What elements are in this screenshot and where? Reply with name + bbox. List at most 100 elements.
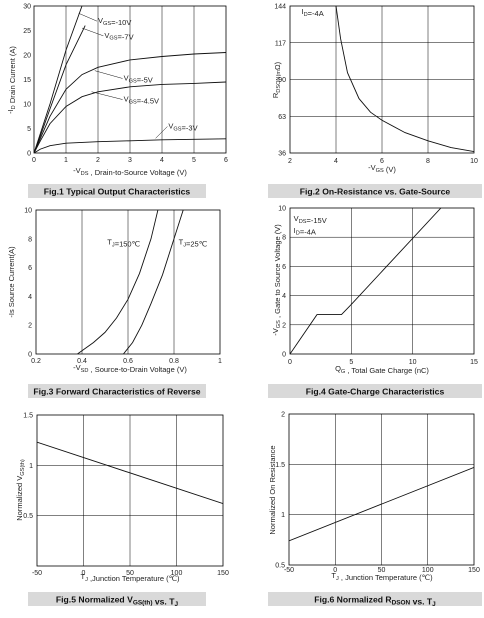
y-tick-label: 0.5: [275, 563, 285, 570]
x-tick-label: 100: [422, 567, 434, 574]
y-tick-label: 10: [24, 208, 32, 215]
x-tick-label: 100: [171, 570, 183, 577]
x-tick-label: 50: [126, 570, 134, 577]
annotation-label: TJ=25℃: [179, 238, 208, 249]
x-tick-label: 0: [32, 157, 36, 164]
x-axis-label: TJ ,Junction Temperature (℃): [80, 572, 180, 583]
x-tick-label: -50: [284, 567, 294, 574]
x-tick-label: 10: [470, 158, 478, 165]
x-tick-label: 0: [333, 567, 337, 574]
annotation-leader: [81, 27, 104, 37]
caption-bar: [28, 184, 206, 198]
y-tick-label: 2: [281, 412, 285, 419]
annotation-label: VGS=-3V: [168, 122, 197, 133]
annotation-label: TJ=150℃: [107, 238, 140, 249]
y-tick-label: 30: [23, 4, 31, 11]
figure-caption: Fig.4 Gate-Charge Characteristics: [306, 387, 445, 397]
y-axis-label: -ID Drain Current (A): [6, 46, 17, 114]
x-tick-label: 1: [218, 358, 222, 365]
y-tick-label: 15: [23, 77, 31, 84]
series-t-j-150: [77, 210, 159, 354]
y-tick-label: 63: [278, 114, 286, 121]
y-axis-label: Normalized On Resistance: [268, 445, 277, 534]
y-tick-label: 0: [27, 151, 31, 158]
x-tick-label: 150: [217, 570, 229, 577]
caption-bar: [268, 384, 482, 398]
fig2-chart: 2 4 6 8 10 36 63 90 117 144 -VGS (V) RDSON(mΩ) ID=-4…: [268, 4, 482, 198]
x-axis-label: QG , Total Gate Charge (nC): [335, 364, 429, 375]
annotation-label: VGS=-5V: [124, 73, 153, 84]
figure-caption: Fig.2 On-Resistance vs. Gate-Source: [300, 187, 451, 197]
fig6-chart: -50 0 50 100 150 0.5 1 1.5 2 TJ , Junction Temper…: [268, 412, 482, 609]
annotation-label: ID=-4A: [302, 7, 324, 18]
x-tick-label: 0.2: [31, 358, 41, 365]
x-tick-label: 1: [64, 157, 68, 164]
y-tick-label: 90: [278, 77, 286, 84]
series-v-gs-3v: [34, 138, 226, 153]
x-axis-label: -VDS , Drain-to-Source Voltage (V): [73, 166, 187, 177]
y-tick-label: 8: [28, 236, 32, 243]
caption-bar: [28, 592, 206, 606]
annotation-leader: [91, 91, 123, 100]
figure-caption: Fig.3 Forward Characteristics of Reverse: [33, 387, 200, 397]
plot-frame: [289, 207, 475, 355]
fig1-chart: 0 1 2 3 4 5 6 0 5 10 15 20 25 30 -VDS , Drain-to-Sourc…: [6, 4, 228, 198]
x-tick-label: 4: [160, 157, 164, 164]
caption-bar: [268, 592, 482, 606]
annotation-leader: [78, 13, 98, 22]
y-axis-label: RDSON(mΩ): [271, 61, 282, 98]
y-tick-label: 20: [23, 53, 31, 60]
plot-frame: [288, 413, 475, 566]
fig5-chart: -50 0 50 100 150 0.5 1 1.5 TJ ,Junction Temperat…: [15, 413, 229, 609]
x-tick-label: -50: [32, 570, 42, 577]
x-tick-label: 0: [288, 359, 292, 366]
caption-bar: [268, 184, 482, 198]
y-tick-label: 6: [28, 265, 32, 272]
y-tick-label: 4: [282, 293, 286, 300]
plot-frame: [35, 209, 221, 355]
annotation-label: VGS=-7V: [104, 31, 133, 42]
annotation-label: VDS=-15V: [294, 214, 327, 225]
y-tick-label: 1.5: [23, 413, 33, 420]
series-line: [289, 466, 474, 542]
y-tick-label: 2: [28, 323, 32, 330]
x-tick-label: 15: [470, 359, 478, 366]
y-tick-label: 4: [28, 294, 32, 301]
x-axis-label: TJ , Junction Temperature (℃): [331, 571, 433, 582]
x-axis-label: -VGS (V): [368, 163, 396, 174]
y-axis-label: -VGS , Gate to Source Voltage (V): [271, 224, 282, 336]
x-tick-label: 150: [468, 567, 480, 574]
x-tick-label: 0: [82, 570, 86, 577]
y-tick-label: 2: [282, 322, 286, 329]
x-tick-label: 2: [288, 158, 292, 165]
x-tick-label: 0.6: [123, 358, 133, 365]
figure-caption: Fig.1 Typical Output Characteristics: [44, 187, 191, 197]
series-line: [37, 441, 223, 505]
y-tick-label: 0: [282, 352, 286, 359]
y-tick-label: 1.5: [275, 462, 285, 469]
y-tick-label: 6: [282, 264, 286, 271]
annotation-leader: [94, 70, 123, 79]
x-tick-label: 0.4: [77, 358, 87, 365]
caption-bar: [28, 384, 206, 398]
annotation-label: VGS=-10V: [98, 16, 131, 27]
y-tick-label: 5: [27, 126, 31, 133]
y-tick-label: 25: [23, 28, 31, 35]
x-tick-label: 50: [378, 567, 386, 574]
series-line: [335, 6, 474, 153]
plot-frame: [289, 5, 475, 154]
series-v-gs-5v: [34, 52, 226, 153]
x-tick-label: 5: [192, 157, 196, 164]
x-tick-label: 6: [224, 157, 228, 164]
figure-caption: Fig.6 Normalized RDSON vs. TJ: [314, 595, 436, 609]
y-tick-label: 1: [281, 512, 285, 519]
y-tick-label: 36: [278, 151, 286, 158]
y-tick-label: 117: [275, 40, 286, 47]
y-tick-label: 10: [23, 102, 31, 109]
annotation-leader: [155, 126, 168, 139]
plot-frame: [36, 414, 224, 567]
x-tick-label: 5: [349, 359, 353, 366]
y-tick-label: 0.5: [23, 513, 33, 520]
y-tick-label: 8: [282, 235, 286, 242]
